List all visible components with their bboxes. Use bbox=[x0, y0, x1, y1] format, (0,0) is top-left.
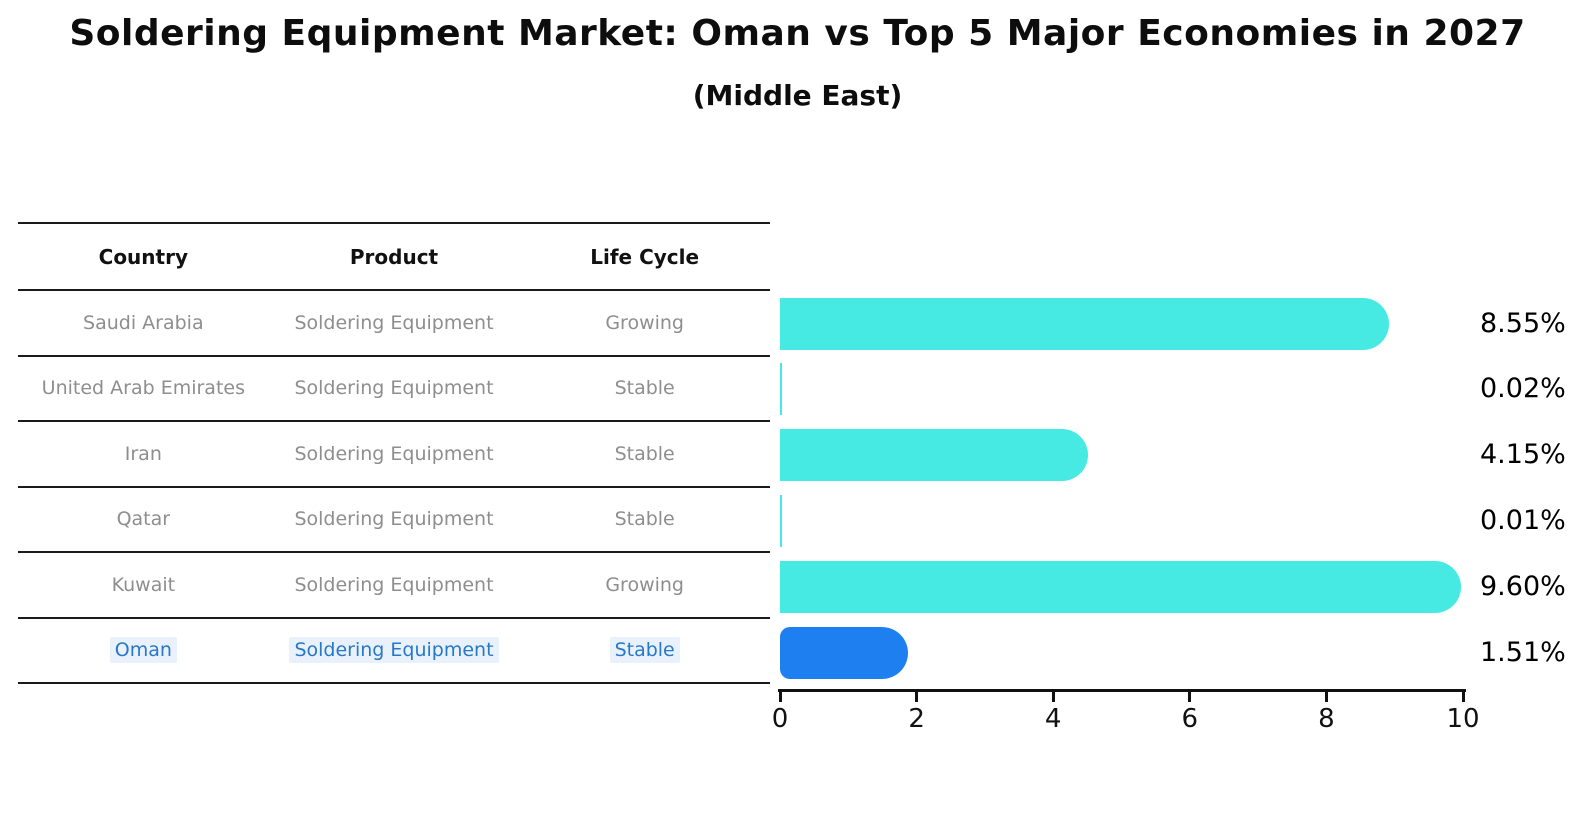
x-tick-label-4: 4 bbox=[1044, 704, 1062, 734]
value-label-oman: 1.51% bbox=[1480, 636, 1566, 668]
bar-united-arab-emirates bbox=[780, 363, 782, 416]
value-label-iran: 4.15% bbox=[1480, 439, 1566, 471]
cell-country: Kuwait bbox=[18, 574, 269, 596]
x-tick-label-6: 6 bbox=[1181, 704, 1199, 734]
cell-country-text: Qatar bbox=[116, 508, 171, 531]
cell-life-cycle: Stable bbox=[519, 443, 770, 465]
cell-product-text: Soldering Equipment bbox=[294, 311, 494, 334]
bar-kuwait bbox=[780, 560, 1461, 613]
x-tick-mark-4 bbox=[1051, 691, 1055, 702]
table-body: Saudi Arabia Soldering Equipment Growing Un… bbox=[18, 291, 770, 684]
cell-product: Soldering Equipment bbox=[269, 443, 520, 465]
table-row-united-arab-emirates: United Arab Emirates Soldering Equipment S… bbox=[18, 357, 770, 422]
cell-country-text: Saudi Arabia bbox=[83, 311, 204, 334]
cell-product-text: Soldering Equipment bbox=[294, 508, 494, 531]
x-tick-mark-0 bbox=[778, 691, 782, 702]
cell-life-cycle-text: Growing bbox=[605, 573, 684, 596]
table-row-qatar: Qatar Soldering Equipment Stable bbox=[18, 488, 770, 553]
table-header-life-cycle: Life Cycle bbox=[590, 244, 700, 269]
cell-life-cycle-text: Growing bbox=[605, 311, 684, 334]
table-header-country: Country bbox=[98, 244, 188, 269]
cell-country-text: Iran bbox=[124, 442, 162, 465]
bar-oman bbox=[780, 626, 909, 679]
cell-country-text: Oman bbox=[109, 637, 177, 664]
table-row-iran: Iran Soldering Equipment Stable bbox=[18, 422, 770, 488]
table-row-kuwait: Kuwait Soldering Equipment Growing bbox=[18, 553, 770, 619]
cell-life-cycle-text: Stable bbox=[614, 508, 675, 531]
cell-product: Soldering Equipment bbox=[269, 377, 520, 399]
cell-life-cycle-text: Stable bbox=[609, 637, 680, 664]
cell-product: Soldering Equipment bbox=[269, 574, 520, 596]
cell-country: United Arab Emirates bbox=[18, 377, 269, 399]
cell-life-cycle-text: Stable bbox=[614, 442, 675, 465]
x-tick-mark-8 bbox=[1324, 691, 1328, 702]
cell-country: Saudi Arabia bbox=[18, 312, 269, 334]
x-axis-line bbox=[778, 689, 1466, 692]
x-tick-label-10: 10 bbox=[1446, 704, 1480, 734]
bar-qatar bbox=[780, 494, 782, 547]
x-tick-label-2: 2 bbox=[908, 704, 925, 734]
cell-life-cycle: Stable bbox=[519, 637, 770, 664]
cell-country-text: Kuwait bbox=[111, 573, 176, 596]
cell-product-text: Soldering Equipment bbox=[294, 442, 494, 465]
table-header-product: Product bbox=[349, 244, 439, 269]
bar-saudi-arabia bbox=[780, 297, 1389, 350]
value-label-united-arab-emirates: 0.02% bbox=[1480, 373, 1566, 405]
chart-subtitle: (Middle East) bbox=[692, 79, 903, 112]
x-tick-mark-6 bbox=[1188, 691, 1192, 702]
cell-product: Soldering Equipment bbox=[269, 637, 520, 664]
value-label-qatar: 0.01% bbox=[1480, 504, 1566, 536]
cell-product-text: Soldering Equipment bbox=[294, 573, 494, 596]
chart-title: Soldering Equipment Market: Oman vs Top … bbox=[69, 13, 1526, 54]
cell-life-cycle: Stable bbox=[519, 508, 770, 530]
cell-product: Soldering Equipment bbox=[269, 312, 520, 334]
table-row-saudi-arabia: Saudi Arabia Soldering Equipment Growing bbox=[18, 291, 770, 357]
x-tick-mark-10 bbox=[1461, 691, 1465, 702]
cell-country: Qatar bbox=[18, 508, 269, 530]
x-tick-mark-2 bbox=[915, 691, 919, 702]
value-label-kuwait: 9.60% bbox=[1480, 570, 1566, 602]
cell-product: Soldering Equipment bbox=[269, 508, 520, 530]
cell-country: Oman bbox=[18, 637, 269, 664]
cell-product-text: Soldering Equipment bbox=[294, 377, 494, 400]
table-header-row: Country Product Life Cycle bbox=[18, 224, 770, 291]
country-data-table: Country Product Life Cycle Saudi Arabia S… bbox=[18, 222, 770, 684]
cell-life-cycle: Stable bbox=[519, 377, 770, 399]
bar-iran bbox=[780, 429, 1089, 482]
table-row-oman: Oman Soldering Equipment Stable bbox=[18, 619, 770, 684]
cell-life-cycle: Growing bbox=[519, 312, 770, 334]
x-tick-label-0: 0 bbox=[771, 704, 789, 734]
cell-product-text: Soldering Equipment bbox=[289, 637, 499, 664]
cell-life-cycle: Growing bbox=[519, 574, 770, 596]
cell-country: Iran bbox=[18, 443, 269, 465]
value-label-saudi-arabia: 8.55% bbox=[1480, 307, 1566, 339]
cell-life-cycle-text: Stable bbox=[614, 377, 675, 400]
x-tick-label-8: 8 bbox=[1318, 704, 1335, 734]
cell-country-text: United Arab Emirates bbox=[41, 377, 245, 400]
